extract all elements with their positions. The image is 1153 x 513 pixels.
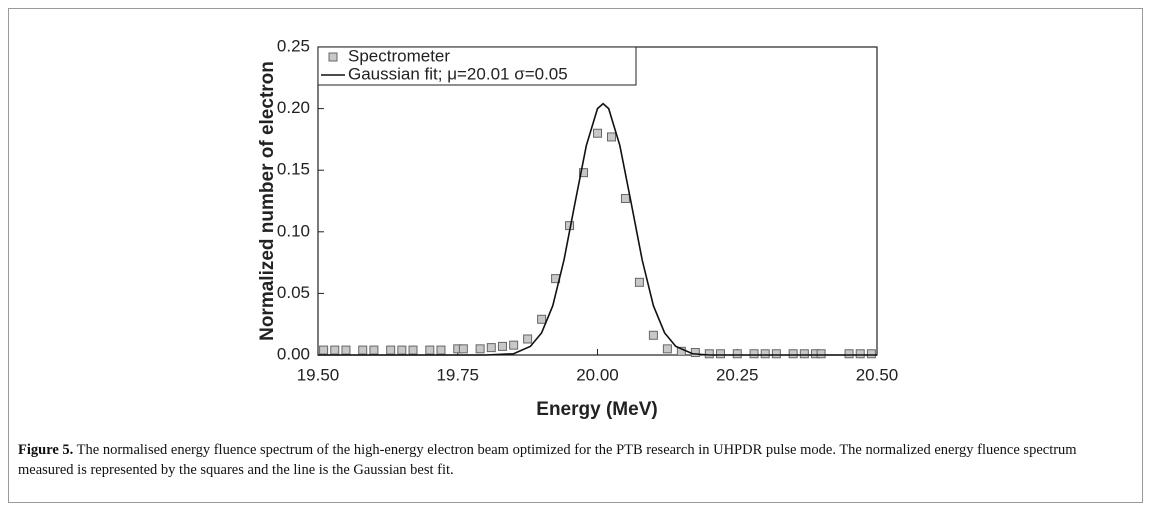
data-point [704,349,714,359]
x-tick-label: 20.00 [576,365,619,384]
x-tick-label: 19.50 [297,365,340,384]
plot-frame [317,46,878,356]
data-point [620,194,630,204]
x-tick-label: 20.50 [856,365,899,384]
y-tick-label: 0.15 [277,160,310,179]
data-point [690,348,700,358]
y-tick-label: 0.25 [277,36,310,55]
legend-marker [328,52,338,62]
data-point [330,345,340,355]
data-point [855,349,865,359]
data-point [799,349,809,359]
legend-label: Spectrometer [348,46,450,65]
data-point [593,128,602,138]
data-point [369,345,379,355]
data-point [458,344,468,354]
fit-line [318,102,877,356]
data-point [788,349,798,359]
data-point [497,341,507,351]
data-point [397,345,407,355]
y-tick-label: 0.00 [277,344,310,363]
data-point [634,277,644,287]
data-point [760,349,770,359]
y-tick-label: 0.20 [277,98,310,117]
data-point [523,334,533,344]
data-point [358,345,368,355]
data-point [771,349,781,359]
data-point [509,340,519,350]
y-tick-label: 0.10 [277,221,310,240]
data-point [648,330,658,340]
y-tick-label: 0.05 [277,283,310,302]
data-point [579,168,589,178]
caption-text: The normalised energy fluence spectrum o… [18,442,1077,478]
data-point [732,349,742,359]
data-point [816,349,826,359]
data-point [844,349,854,359]
data-point [319,345,329,355]
data-point [486,343,496,353]
data-point [408,345,418,355]
caption-label: Figure 5. [18,442,74,458]
data-point [436,345,446,355]
legend-label: Gaussian fit; μ=20.01 σ=0.05 [348,64,568,83]
data-point [866,349,876,359]
legend-box [317,46,637,86]
data-point [341,345,351,355]
data-point [715,349,725,359]
figure-frame [8,8,1143,503]
data-point [425,345,435,355]
caption: Figure 5. The normalised energy fluence … [18,440,1128,480]
data-point [386,345,396,355]
data-point [662,344,672,354]
data-point [537,314,547,324]
x-axis-label: Energy (MeV) [536,399,657,420]
data-point [606,132,616,142]
data-point [475,344,485,354]
x-tick-label: 19.75 [436,365,479,384]
x-tick-label: 20.25 [716,365,759,384]
data-point [749,349,759,359]
y-axis-label: Normalized number of electron [257,61,278,341]
